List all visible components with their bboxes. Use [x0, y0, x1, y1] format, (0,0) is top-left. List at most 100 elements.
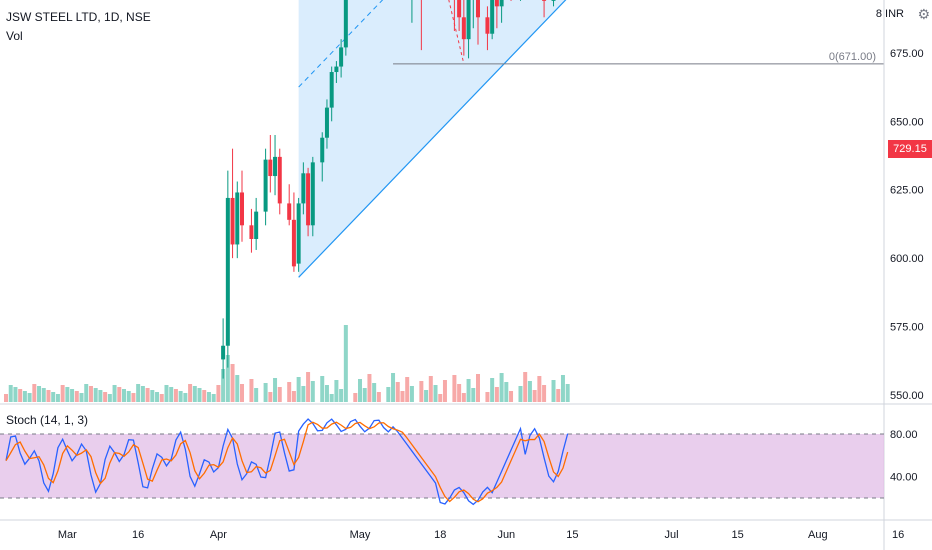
volume-bar — [8, 385, 13, 402]
price-tick-label: 675.00 — [890, 48, 924, 60]
candle-body — [221, 345, 226, 360]
volume-bar — [428, 376, 433, 402]
volume-bar — [88, 386, 93, 402]
candle-body — [490, 0, 495, 34]
candle-body — [273, 156, 278, 177]
candle-body — [268, 159, 273, 177]
gear-icon[interactable]: ⚙ — [917, 6, 930, 22]
volume-bar — [60, 385, 65, 402]
volume-bar — [32, 384, 37, 402]
volume-bar — [46, 390, 51, 402]
volume-bar — [277, 387, 282, 402]
stoch-band — [0, 434, 884, 498]
candle-body — [296, 203, 301, 264]
volume-bar — [98, 390, 103, 402]
volume-bar — [273, 378, 278, 402]
currency-label[interactable]: 8 INR — [875, 8, 904, 20]
time-tick-label: Mar — [58, 529, 77, 541]
volume-bar — [122, 389, 126, 402]
volume-bar — [117, 387, 122, 402]
volume-bar — [173, 389, 178, 402]
volume-bar — [18, 389, 23, 402]
volume-bar — [296, 377, 301, 402]
volume-bar — [4, 394, 8, 402]
channel-mid-line — [298, 0, 384, 88]
volume-bar — [93, 388, 98, 402]
volume-bar — [461, 393, 466, 402]
candle-body — [230, 197, 235, 245]
volume-bar — [409, 386, 414, 402]
stoch-tick-label: 40.00 — [890, 472, 918, 484]
volume-bar — [310, 381, 315, 402]
fib-level-label: 0(671.00) — [829, 51, 876, 63]
volume-bar — [268, 392, 273, 402]
candle-body — [254, 211, 259, 239]
volume-bar — [391, 373, 396, 402]
volume-bar — [249, 379, 254, 402]
volume-bar — [221, 369, 226, 402]
time-axis[interactable]: Mar 16 Apr May 18 Jun 15 Jul 15 Aug 16 — [58, 529, 904, 541]
volume-bar — [499, 373, 504, 402]
volume-bar — [206, 392, 211, 402]
volume-bar — [159, 394, 164, 402]
volume-bar — [235, 375, 240, 402]
volume-bar — [405, 377, 410, 402]
volume-bar — [254, 388, 259, 402]
candle-body — [461, 17, 466, 40]
volume-bar — [442, 380, 447, 402]
volume-bar — [169, 387, 174, 402]
volume-bar — [324, 385, 329, 402]
candle-body — [476, 0, 480, 18]
volume-bar — [320, 376, 325, 402]
volume-bar — [494, 387, 499, 402]
volume-bar — [164, 385, 169, 402]
time-tick-label: Jul — [664, 529, 678, 541]
candle-body — [235, 192, 240, 245]
volume-bar — [476, 374, 480, 402]
price-axis[interactable]: 550.00575.00600.00625.00650.00675.00700.… — [890, 0, 924, 402]
chart-title: JSW STEEL LTD, 1D, NSE — [6, 10, 151, 24]
volume-bar — [490, 378, 495, 402]
candle-body — [249, 225, 254, 239]
fib-trend-line — [448, 0, 465, 64]
volume-bar — [358, 379, 362, 402]
volume-bar — [65, 387, 70, 402]
fibonacci-retracement: 1.414(815.90)1.272(801.35)1(773.45)0.786… — [393, 0, 884, 65]
volume-bar — [433, 385, 438, 402]
time-tick-label: 16 — [892, 529, 904, 541]
price-tick-label: 575.00 — [890, 322, 924, 334]
volume-bar — [362, 388, 367, 402]
candle-body — [324, 107, 329, 138]
volume-bar — [367, 374, 372, 402]
volume-bar — [216, 385, 221, 402]
volume-bar — [400, 391, 405, 402]
candle-body — [499, 0, 504, 7]
volume-bar — [22, 391, 27, 402]
candle-body — [320, 137, 325, 163]
candle-body — [334, 66, 339, 73]
volume-bar — [551, 380, 556, 402]
volume-legend: Vol — [6, 29, 23, 43]
stoch-d-line — [5, 421, 569, 503]
volume-bar — [126, 391, 131, 402]
volume-bar — [103, 392, 108, 402]
candle-body — [291, 219, 296, 267]
price-tick-label: 625.00 — [890, 185, 924, 197]
candle-body — [466, 0, 471, 40]
volume-bar — [37, 386, 42, 402]
volume-bar — [140, 386, 145, 402]
volume-bar — [197, 388, 202, 402]
volume-bar — [452, 375, 457, 402]
volume-bar — [353, 393, 358, 402]
volume-bar — [112, 385, 117, 402]
volume-bar — [306, 372, 311, 402]
candle-body — [551, 0, 556, 1]
volume-bar — [211, 394, 216, 402]
candle-body — [240, 192, 244, 226]
candle-body — [485, 17, 490, 34]
volume-bar — [13, 387, 18, 402]
candle-body — [329, 72, 334, 108]
volume-bar — [376, 392, 381, 402]
volume-bar — [145, 388, 150, 402]
